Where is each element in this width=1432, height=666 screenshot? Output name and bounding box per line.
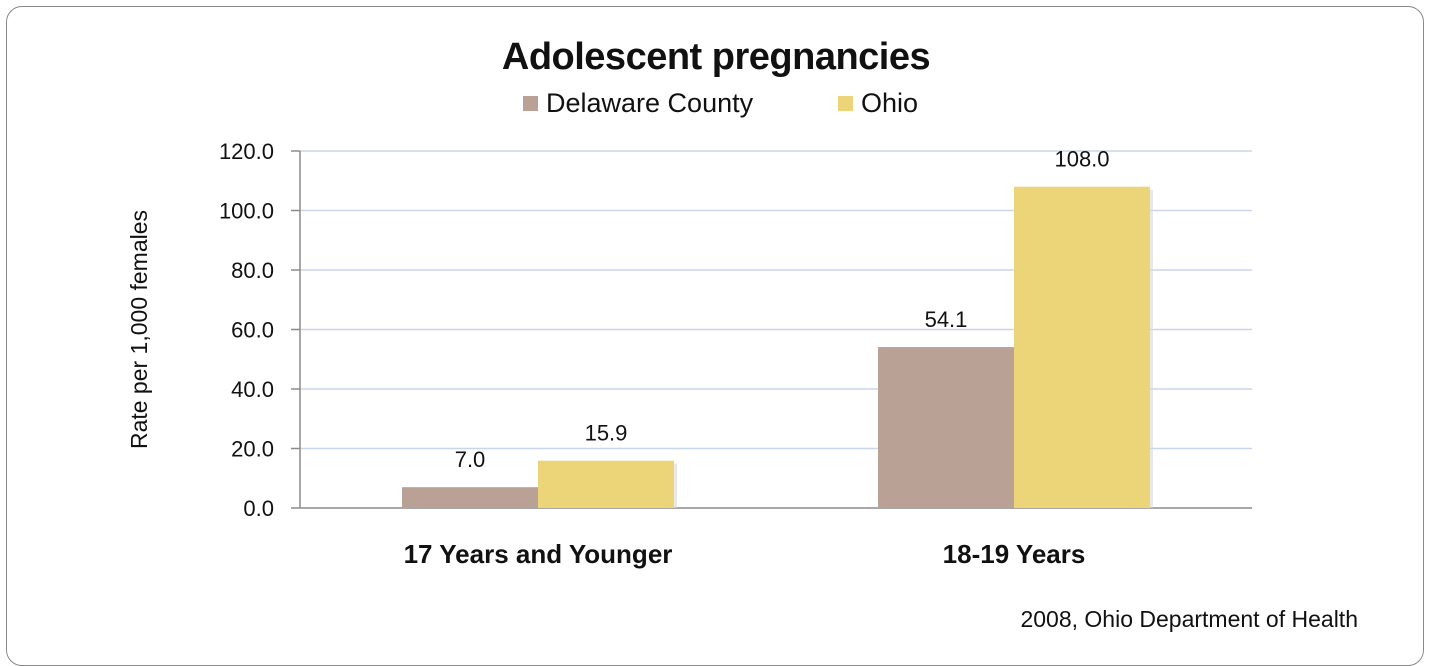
bar bbox=[538, 460, 674, 508]
legend-label-ohio: Ohio bbox=[861, 88, 919, 118]
data-label: 54.1 bbox=[925, 307, 968, 332]
y-tick-label: 40.0 bbox=[231, 377, 274, 402]
legend-label-delaware: Delaware County bbox=[546, 88, 754, 118]
y-tick-label: 0.0 bbox=[243, 496, 274, 521]
chart-legend: Delaware County Ohio bbox=[0, 88, 1432, 124]
chart-frame bbox=[6, 6, 1424, 666]
y-tick-label: 60.0 bbox=[231, 318, 274, 343]
y-tick-label: 80.0 bbox=[231, 258, 274, 283]
category-label: 18-19 Years bbox=[943, 539, 1086, 569]
chart-title: Adolescent pregnancies bbox=[501, 36, 931, 78]
data-label: 7.0 bbox=[455, 447, 486, 472]
legend-item-ohio: Ohio bbox=[838, 88, 918, 119]
legend-swatch-ohio bbox=[838, 96, 853, 111]
data-label: 15.9 bbox=[585, 421, 628, 446]
source-note: 2008, Ohio Department of Health bbox=[1020, 606, 1358, 632]
data-label: 108.0 bbox=[1054, 147, 1109, 172]
bar bbox=[878, 347, 1014, 508]
legend-swatch-delaware bbox=[523, 96, 538, 111]
y-tick-label: 120.0 bbox=[219, 139, 274, 164]
y-axis-title: Rate per 1,000 females bbox=[126, 210, 152, 449]
y-tick-label: 100.0 bbox=[219, 199, 274, 224]
bar bbox=[402, 487, 538, 508]
y-tick-label: 20.0 bbox=[231, 437, 274, 462]
category-label: 17 Years and Younger bbox=[404, 539, 673, 569]
legend-item-delaware: Delaware County bbox=[523, 88, 753, 119]
bar bbox=[1014, 186, 1150, 508]
